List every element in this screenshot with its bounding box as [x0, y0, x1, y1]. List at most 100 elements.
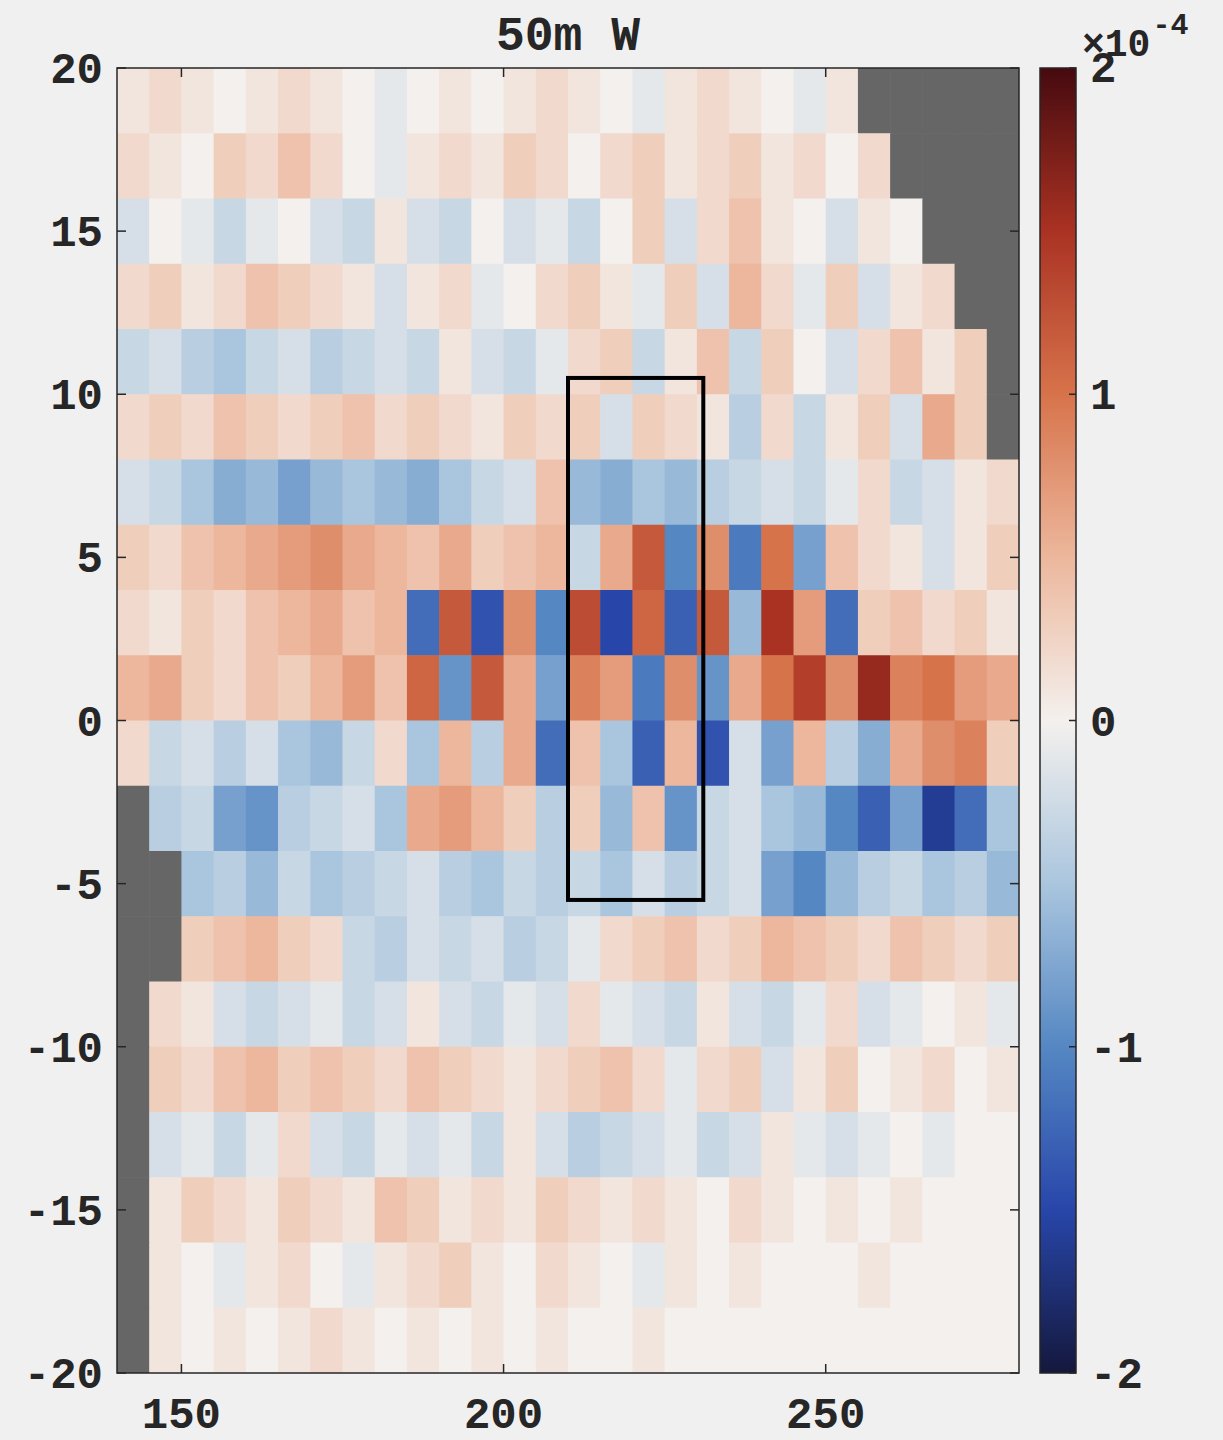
cell: [471, 133, 504, 199]
cell: [343, 982, 376, 1048]
y-tick: [117, 67, 126, 69]
cell: [375, 264, 408, 330]
cell: [600, 199, 633, 265]
cell: [343, 916, 376, 982]
cell: [794, 786, 827, 852]
cell: [407, 721, 440, 787]
cell: [568, 525, 601, 591]
cell: [214, 133, 247, 199]
cell: [471, 68, 504, 134]
cell: [600, 329, 633, 395]
cell: [536, 1308, 569, 1373]
cell: [246, 1112, 279, 1178]
cell: [310, 982, 343, 1048]
cell: [794, 1308, 827, 1373]
cell: [439, 264, 472, 330]
cell: [149, 394, 182, 460]
cell: [729, 721, 762, 787]
cell: [214, 1047, 247, 1113]
cell: [600, 133, 633, 199]
cell: [890, 1112, 923, 1178]
cell: [471, 394, 504, 460]
cell: [278, 721, 311, 787]
cell: [729, 460, 762, 526]
cell: [343, 133, 376, 199]
cell: [117, 525, 150, 591]
y-tick: [117, 720, 126, 722]
cell: [246, 264, 279, 330]
cell: [310, 786, 343, 852]
cell: [665, 68, 698, 134]
cell: [600, 916, 633, 982]
cell: [922, 851, 955, 917]
cell: [407, 525, 440, 591]
cell: [955, 590, 988, 656]
cell: [246, 916, 279, 982]
colorbar-tick-label: -1: [1090, 1025, 1143, 1075]
cell: [117, 133, 150, 199]
cell: [600, 460, 633, 526]
cell: [568, 264, 601, 330]
cell: [568, 916, 601, 982]
cell: [697, 199, 730, 265]
cell: [536, 1177, 569, 1243]
cell: [568, 394, 601, 460]
cell: [214, 329, 247, 395]
cell: [890, 460, 923, 526]
y-tick: [1010, 557, 1019, 559]
cell: [826, 199, 859, 265]
cell: [439, 1112, 472, 1178]
cell: [761, 525, 794, 591]
cell: [343, 1047, 376, 1113]
cell: [761, 786, 794, 852]
chart: 150200250-20-15-10-50510152050m W-2-1012…: [0, 0, 1223, 1440]
cell: [826, 1047, 859, 1113]
land: [987, 329, 1019, 395]
cell: [214, 1112, 247, 1178]
cell: [826, 264, 859, 330]
cell: [922, 721, 955, 787]
cell: [536, 264, 569, 330]
cell: [310, 1047, 343, 1113]
y-tick: [117, 394, 126, 396]
x-tick: [503, 1364, 505, 1373]
cell: [117, 655, 150, 721]
land: [955, 133, 988, 199]
cell: [471, 851, 504, 917]
cell: [343, 786, 376, 852]
cell: [761, 721, 794, 787]
cell: [536, 916, 569, 982]
cell: [729, 590, 762, 656]
land: [117, 916, 150, 982]
cell: [504, 786, 537, 852]
x-tick-label: 150: [142, 1391, 221, 1440]
cell: [729, 1308, 762, 1373]
cell: [568, 329, 601, 395]
cell: [922, 1177, 955, 1243]
cell: [890, 1243, 923, 1309]
cell: [826, 133, 859, 199]
cell: [181, 1177, 214, 1243]
cell: [858, 655, 891, 721]
cell: [375, 133, 408, 199]
y-tick: [1010, 230, 1019, 232]
cell: [246, 133, 279, 199]
cell: [310, 199, 343, 265]
cell: [117, 264, 150, 330]
cell: [407, 982, 440, 1048]
cell: [600, 1243, 633, 1309]
cell: [600, 1112, 633, 1178]
cell: [729, 1243, 762, 1309]
cell: [310, 1177, 343, 1243]
cell: [375, 590, 408, 656]
cell: [214, 1243, 247, 1309]
cell: [278, 590, 311, 656]
cell: [858, 590, 891, 656]
cell: [955, 851, 988, 917]
cell: [600, 525, 633, 591]
cell: [794, 264, 827, 330]
cell: [407, 1112, 440, 1178]
cell: [858, 1308, 891, 1373]
cell: [504, 199, 537, 265]
cell: [665, 655, 698, 721]
